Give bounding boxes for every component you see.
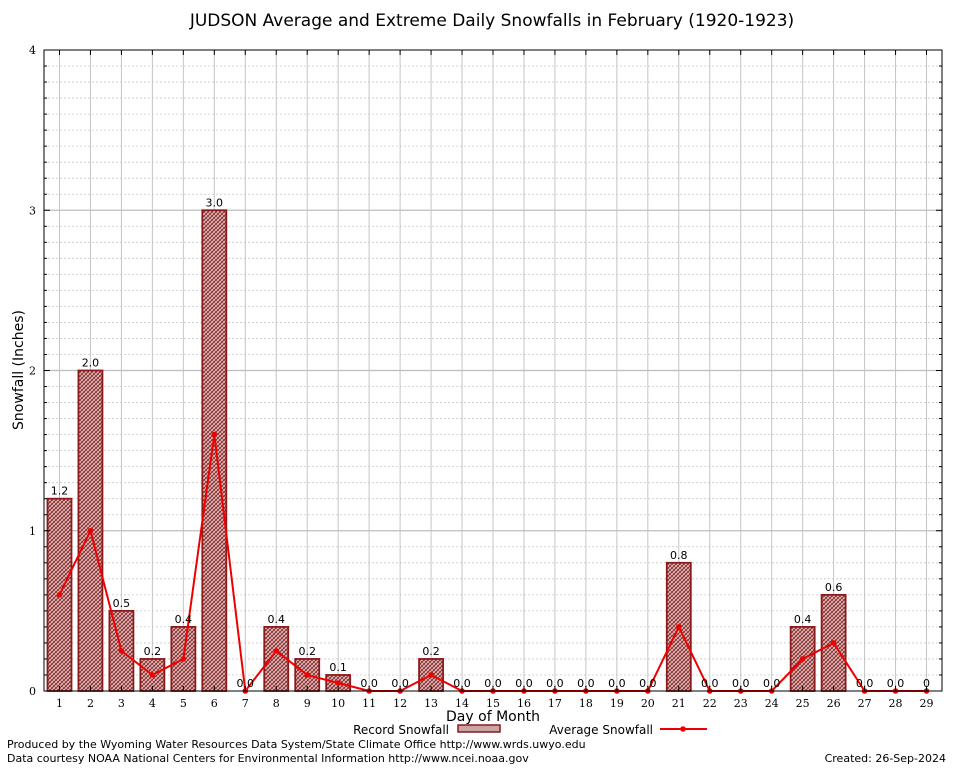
x-tick-label: 20 [641, 697, 655, 710]
x-tick-label: 2 [87, 697, 94, 710]
footer-courtesy: Data courtesy NOAA National Centers for … [7, 752, 529, 765]
x-tick-label: 29 [920, 697, 934, 710]
y-tick-label: 2 [29, 365, 36, 378]
legend-record-swatch [457, 724, 501, 733]
average-point [830, 640, 837, 646]
bar-value-label: 3.0 [206, 196, 224, 209]
x-tick-label: 3 [118, 697, 125, 710]
average-point [149, 672, 156, 678]
x-tick-label: 10 [331, 697, 345, 710]
x-tick-label: 5 [180, 697, 187, 710]
x-tick-label: 23 [734, 697, 748, 710]
average-point [675, 624, 682, 630]
x-tick-label: 18 [579, 697, 593, 710]
bar-value-label: 0.2 [144, 645, 162, 658]
average-point [56, 592, 63, 598]
x-tick-label: 25 [796, 697, 810, 710]
bar-value-label: 0.8 [670, 549, 688, 562]
bar-value-label: 0.0 [360, 677, 378, 690]
y-axis-label: Snowfall (Inches) [11, 310, 27, 430]
bar-value-label: 0.1 [329, 661, 347, 674]
average-point [273, 648, 280, 654]
y-tick-label: 1 [29, 525, 36, 538]
bar-value-label: 0.0 [856, 677, 874, 690]
average-point [118, 648, 125, 654]
legend: Record Snowfall Average Snowfall [353, 723, 707, 737]
bar-value-label: 0.4 [794, 613, 812, 626]
x-tick-label: 22 [703, 697, 717, 710]
x-tick-label: 14 [455, 697, 469, 710]
x-tick-label: 4 [149, 697, 156, 710]
footer-produced-by: Produced by the Wyoming Water Resources … [7, 738, 586, 751]
bar-value-label: 0.2 [298, 645, 316, 658]
x-tick-label: 12 [393, 697, 407, 710]
y-tick-label: 4 [29, 44, 36, 57]
y-ticks: 0 1 2 3 4 [29, 44, 942, 698]
x-tick-label: 24 [765, 697, 779, 710]
x-tick-label: 1 [56, 697, 63, 710]
x-tick-label: 13 [424, 697, 438, 710]
bar-value-label: 0.0 [577, 677, 595, 690]
record-bar [201, 209, 228, 692]
bar-value-label: 0.6 [825, 581, 843, 594]
bar-value-label: 1.2 [51, 485, 69, 498]
average-point [304, 672, 311, 678]
bar-value-label: 0.0 [763, 677, 781, 690]
x-axis-label: Day of Month [446, 709, 540, 725]
legend-average-label: Average Snowfall [549, 723, 653, 737]
legend-average-marker [680, 726, 686, 732]
x-tick-label: 26 [827, 697, 841, 710]
record-bar [263, 626, 290, 692]
average-point [87, 527, 94, 534]
bar-value-label: 0.0 [701, 677, 719, 690]
average-point [335, 680, 341, 686]
bar-value-label: 0 [923, 677, 930, 690]
bar-value-label: 0.0 [732, 677, 750, 690]
x-tick-label: 8 [273, 697, 280, 710]
average-point [180, 656, 187, 662]
bar-value-label: 0.5 [113, 597, 131, 610]
x-tick-label: 16 [517, 697, 531, 710]
value-labels: 1.2 2.0 0.5 0.2 0.4 3.0 0.0 0.4 0.2 0.1 0.0 0.0 0.2 0… [51, 196, 930, 690]
bar-value-label: 0.0 [484, 677, 502, 690]
footer-created: Created: 26-Sep-2024 [825, 752, 946, 765]
bar-value-label: 0.4 [175, 613, 193, 626]
legend-record-label: Record Snowfall [353, 723, 449, 737]
x-tick-label: 27 [858, 697, 872, 710]
average-point [211, 431, 218, 438]
x-tick-label: 28 [889, 697, 903, 710]
x-tick-label: 7 [242, 697, 249, 710]
x-tick-label: 19 [610, 697, 624, 710]
x-tick-label: 6 [211, 697, 218, 710]
bar-value-label: 0.0 [639, 677, 657, 690]
bar-value-label: 0.0 [453, 677, 471, 690]
y-tick-label: 0 [29, 685, 36, 698]
bar-value-label: 0.4 [267, 613, 285, 626]
x-tick-label: 21 [672, 697, 686, 710]
x-tick-label: 9 [304, 697, 311, 710]
bar-value-label: 2.0 [82, 357, 100, 370]
bar-value-label: 0.0 [237, 677, 255, 690]
x-tick-label: 17 [548, 697, 562, 710]
average-point [799, 656, 806, 662]
x-tick-label: 11 [362, 697, 376, 710]
x-ticks: 1 2 3 4 5 6 7 8 9 10 11 12 13 14 15 16 17 18 19 20 21 22 23 24 2… [56, 50, 934, 710]
average-point [428, 672, 434, 678]
chart-title: JUDSON Average and Extreme Daily Snowfal… [189, 11, 794, 31]
y-tick-label: 3 [29, 204, 36, 217]
x-tick-label: 15 [486, 697, 500, 710]
bar-value-label: 0.0 [608, 677, 626, 690]
bar-value-label: 0.0 [515, 677, 533, 690]
bar-value-label: 0.2 [422, 645, 440, 658]
bar-value-label: 0.0 [546, 677, 564, 690]
bar-value-label: 0.0 [887, 677, 905, 690]
bar-value-label: 0.0 [391, 677, 409, 690]
